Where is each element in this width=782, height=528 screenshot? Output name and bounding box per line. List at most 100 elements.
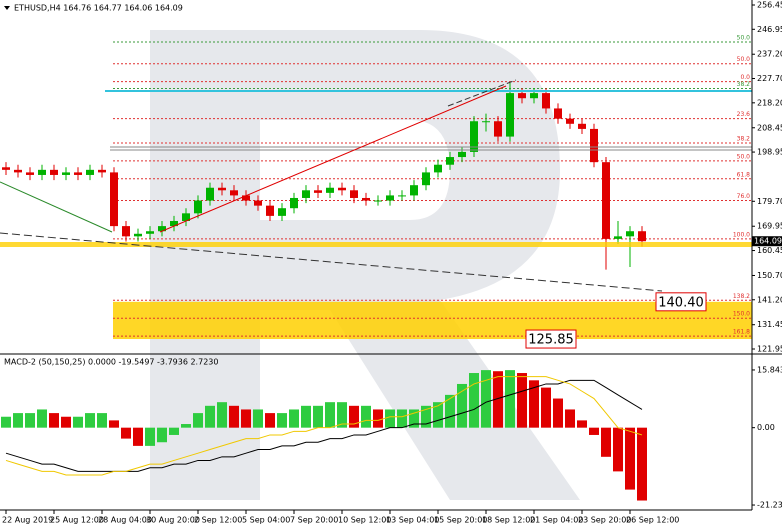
x-tick-label: 7 Sep 20:00 [290, 516, 338, 525]
histogram-bar [325, 402, 335, 428]
histogram-bar [577, 420, 587, 428]
x-tick-label: 28 Aug 04:00 [98, 516, 152, 525]
histogram-bar [421, 405, 431, 428]
histogram-bar [181, 424, 191, 428]
y-tick-label: 121.95 [757, 345, 782, 354]
histogram-bar [37, 409, 47, 428]
histogram-bar [157, 427, 167, 443]
histogram-bar [373, 409, 383, 428]
histogram-bar [253, 409, 263, 428]
histogram-bar [109, 420, 119, 428]
y-tick-label: 237.20 [757, 50, 782, 59]
x-tick-label: 2 Sep 12:00 [194, 516, 242, 525]
candle-body [494, 121, 502, 137]
annotation: 140.40 [658, 295, 704, 310]
candle-body [602, 162, 610, 239]
candle-body [194, 200, 202, 214]
fib-label: 38.2 [737, 81, 751, 88]
candle-body [434, 164, 442, 173]
candle-body [98, 169, 106, 173]
trendline [0, 232, 663, 292]
target-zone [113, 301, 752, 340]
histogram-bar [73, 416, 83, 428]
histogram-bar [193, 413, 203, 428]
candle-body [362, 197, 370, 201]
candle-body [518, 93, 526, 99]
candle-body [170, 220, 178, 227]
x-tick-label: 5 Sep 04:00 [242, 516, 290, 525]
y-tick-label: -21.2351 [757, 501, 782, 510]
y-tick-label: 208.45 [757, 123, 782, 132]
candle-body [50, 169, 58, 175]
histogram-bar [121, 427, 131, 439]
histogram-bar [565, 409, 575, 428]
candle-body [398, 195, 406, 197]
y-tick-label: 218.20 [757, 98, 782, 107]
candle-body [530, 93, 538, 99]
x-tick-label: 18 Sep 12:00 [482, 516, 535, 525]
candle-body [230, 190, 238, 196]
x-tick-label: 23 Sep 20:00 [578, 516, 631, 525]
histogram-bar [541, 387, 551, 428]
fib-label: 100.0 [733, 231, 750, 238]
candle-body [254, 200, 262, 206]
histogram-bar [277, 413, 287, 428]
drawings [0, 79, 752, 292]
candle-body [614, 236, 622, 239]
fib-label: 50.0 [737, 56, 751, 63]
x-tick-label: 15 Sep 20:00 [434, 516, 487, 525]
y-tick-label: 179.70 [757, 197, 782, 206]
candle-body [410, 185, 418, 196]
candle-body [554, 108, 562, 119]
histogram-bar [313, 405, 323, 428]
y-tick-label: 198.95 [757, 148, 782, 157]
candle-body [578, 123, 586, 129]
y-tick-label: 246.95 [757, 25, 782, 34]
histogram-bar [241, 409, 251, 428]
histogram-bar [301, 405, 311, 428]
histogram-bar [289, 409, 299, 428]
x-tick-label: 21 Sep 04:00 [530, 516, 583, 525]
histogram-bar [337, 402, 347, 428]
histogram-bar [517, 373, 527, 428]
histogram-bar [85, 413, 95, 428]
candle-body [338, 187, 346, 191]
histogram-bar [457, 383, 467, 428]
fib-label: 61.8 [737, 171, 751, 178]
x-tick-label: 10 Sep 12:00 [338, 516, 391, 525]
candle-body [14, 169, 22, 173]
histogram-bar [589, 427, 599, 435]
candle-body [182, 213, 190, 221]
title-marker [4, 6, 10, 10]
trendline [447, 79, 517, 107]
candle-body [290, 197, 298, 209]
candle-body [266, 205, 274, 216]
candle-body [122, 226, 130, 237]
fib-label: 50.0 [737, 34, 751, 41]
candle-body [422, 172, 430, 186]
histogram-bar [25, 413, 35, 428]
candle-body [86, 169, 94, 175]
histogram-bar [625, 427, 635, 490]
y-tick-label: 227.70 [757, 74, 782, 83]
candle-body [386, 195, 394, 201]
candle-body [110, 172, 118, 227]
candle-body [470, 121, 478, 152]
candle-body [482, 121, 490, 123]
candle-body [2, 167, 10, 170]
x-tick-label: 26 Sep 12:00 [626, 516, 679, 525]
annotation-box [655, 292, 707, 312]
histogram-bar [133, 427, 143, 446]
candle-body [350, 190, 358, 198]
candle-body [242, 195, 250, 201]
x-tick-label: 22 Aug 2019 [2, 516, 53, 525]
fib-label: 76.0 [737, 193, 751, 200]
histogram-bar [409, 409, 419, 428]
y-tick-label: 131.45 [757, 320, 782, 329]
last-price-box [752, 236, 782, 247]
candle-body [146, 231, 154, 234]
support-band [0, 242, 752, 247]
candle-body [566, 118, 574, 124]
candle-body [206, 187, 214, 201]
